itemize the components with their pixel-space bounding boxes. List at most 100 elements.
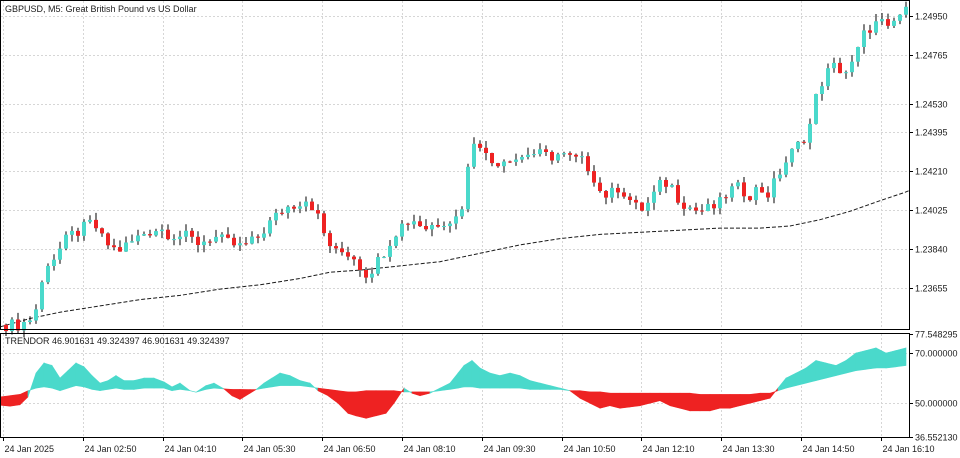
candle-body <box>292 206 296 209</box>
candle-body <box>760 187 764 193</box>
trendor-bull-segment <box>309 382 319 392</box>
candle-body <box>472 143 476 167</box>
candle-body <box>652 191 656 203</box>
price-label: 1.24530 <box>915 100 948 110</box>
trendor-bull-segment <box>59 369 69 392</box>
candle-body <box>904 6 908 15</box>
candle-body <box>208 241 212 243</box>
candle-body <box>616 187 620 193</box>
trendor-bear-segment <box>0 395 11 407</box>
candle-body <box>256 236 260 238</box>
time-label: 24 Jan 04:10 <box>165 444 217 454</box>
trendor-bull-segment <box>43 362 53 389</box>
candle-body <box>850 61 854 73</box>
trendor-bear-segment <box>619 392 631 409</box>
candle-body <box>448 223 452 227</box>
indicator-grid <box>1 334 909 437</box>
trendor-bull-segment <box>67 362 77 389</box>
candle-body <box>568 153 572 155</box>
trendor-fill <box>0 347 907 419</box>
trendor-bull-segment <box>403 387 413 394</box>
candle-body <box>70 230 74 235</box>
candle-body <box>856 47 860 62</box>
indicator-label: 50.000000 <box>915 399 958 409</box>
candle-body <box>310 201 314 211</box>
candle-body <box>76 230 80 236</box>
candle-body <box>820 86 824 94</box>
candle-body <box>682 202 686 209</box>
trendor-bear-segment <box>239 389 251 400</box>
candle-body <box>436 225 440 227</box>
candle-body <box>358 259 362 270</box>
trendor-bull-segment <box>153 377 165 389</box>
trendor-bull-segment <box>529 380 541 390</box>
time-label: 24 Jan 14:50 <box>803 444 855 454</box>
candle-body <box>130 241 134 243</box>
candle-body <box>658 180 662 192</box>
trendor-bull-segment <box>143 377 155 389</box>
main-grid <box>1 1 909 329</box>
time-label: 24 Jan 09:30 <box>484 444 536 454</box>
candle-body <box>274 212 278 221</box>
trendor-bull-segment <box>179 382 192 392</box>
candle-body <box>724 197 728 199</box>
trendor-bull-segment <box>865 347 877 370</box>
candle-body <box>526 154 530 157</box>
indicator-axis: 77.548295 70.000000 50.000000 36.552130 <box>909 330 958 443</box>
trendor-bull-segment <box>279 372 291 386</box>
trendor-bull-segment <box>171 382 181 392</box>
trendor-bull-segment <box>875 347 887 369</box>
trendor-bull-segment <box>509 372 521 389</box>
trendor-bull-segment <box>439 382 451 392</box>
candle-body <box>364 270 368 278</box>
indicator-title: TRENDOR 46.901631 49.324397 46.901631 49… <box>5 336 230 346</box>
candle-body <box>490 153 494 164</box>
candle-body <box>118 247 122 252</box>
trendor-bear-segment <box>709 394 721 412</box>
candle-body <box>814 94 818 124</box>
candle-body <box>670 185 674 187</box>
trendor-bull-segment <box>189 390 197 393</box>
trendor-bear-segment <box>699 394 711 412</box>
time-axis: 24 Jan 2025 24 Jan 02:50 24 Jan 04:10 24 Ja… <box>3 437 935 454</box>
candle-body <box>604 191 608 198</box>
candle-body <box>244 243 248 245</box>
candle-body <box>154 231 158 236</box>
candle-body <box>586 156 590 172</box>
candle-body <box>4 324 8 332</box>
trendor-bull-segment <box>123 380 135 390</box>
candle-body <box>418 221 422 227</box>
trendor-bull-segment <box>855 350 867 371</box>
trendor-bull-segment <box>795 367 807 386</box>
candle-body <box>664 180 668 187</box>
candle-body <box>148 234 152 236</box>
candle-body <box>40 282 44 310</box>
candle-body <box>676 185 680 203</box>
trendor-bull-segment <box>815 360 827 381</box>
candle-body <box>250 236 254 244</box>
candle-body <box>286 206 290 213</box>
candle-body <box>694 207 698 211</box>
candle-body <box>34 309 38 321</box>
trendor-bear-segment <box>347 391 357 417</box>
candle-body <box>742 182 746 197</box>
trendor-bull-segment <box>549 385 561 390</box>
candle-body <box>82 221 86 236</box>
trendor-bear-segment <box>375 390 387 417</box>
candle-body <box>712 204 716 209</box>
trendor-bull-segment <box>299 380 311 388</box>
candle-body <box>94 219 98 229</box>
candle-body <box>802 141 806 143</box>
trendor-bull-segment <box>895 347 907 368</box>
candle-body <box>232 237 236 246</box>
indicator-panel-frame <box>0 333 910 438</box>
candle-body <box>718 197 722 209</box>
candle-body <box>514 159 518 162</box>
trendor-bull-segment <box>271 372 281 388</box>
candle-body <box>700 210 704 212</box>
trendor-bear-segment <box>719 394 731 409</box>
time-label: 24 Jan 05:30 <box>244 444 296 454</box>
price-label: 1.23840 <box>915 245 948 255</box>
trendor-bull-segment <box>91 374 101 392</box>
trendor-bear-segment <box>355 390 367 419</box>
